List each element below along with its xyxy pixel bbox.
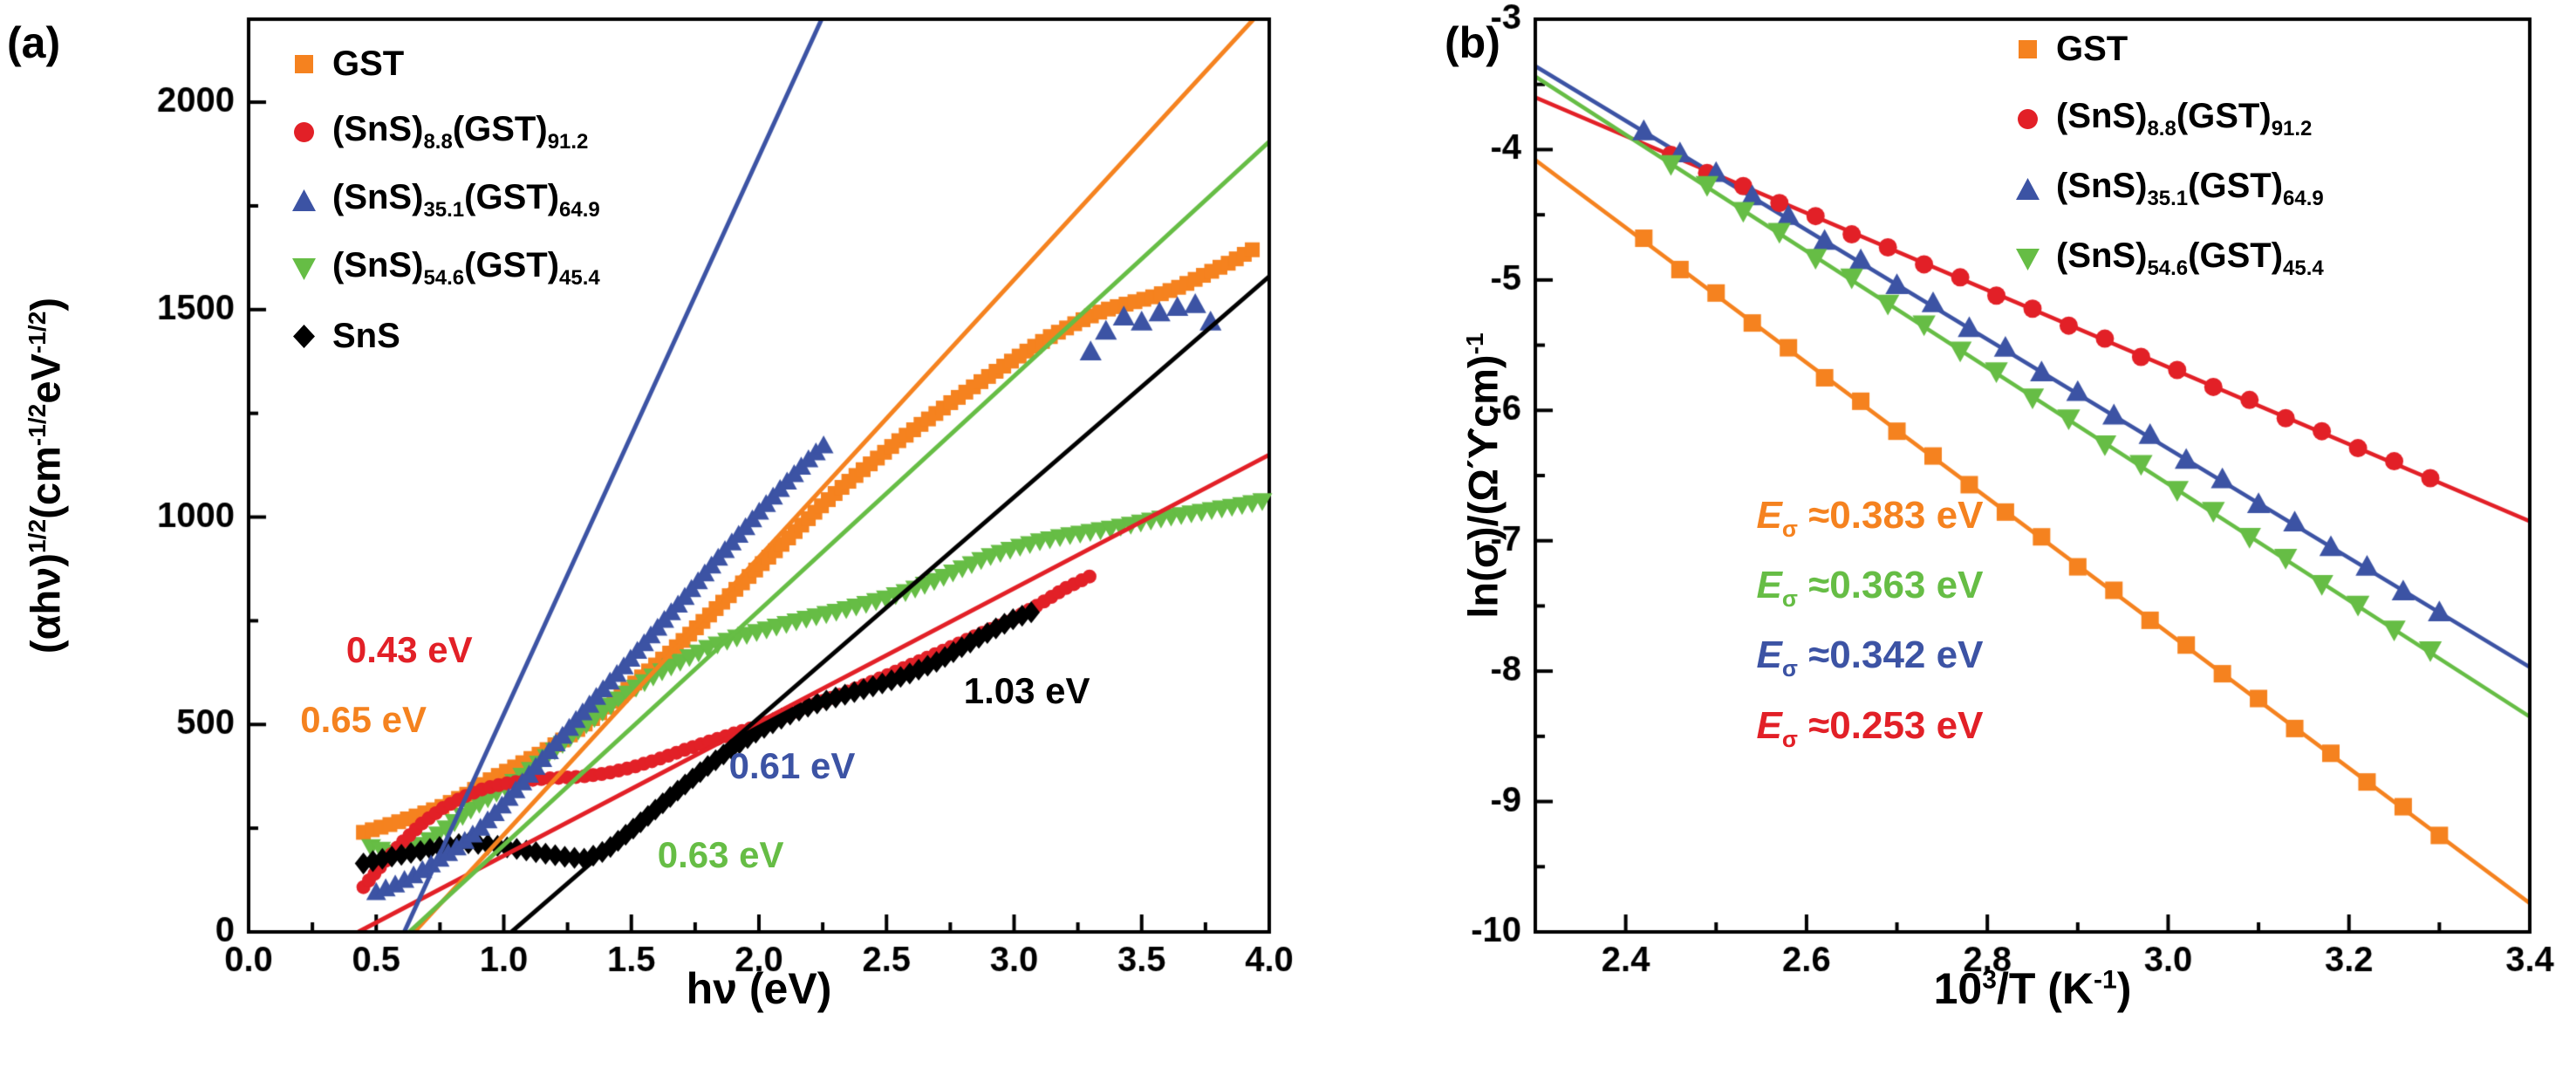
bandgap-0.43eV: 0.43 eV — [345, 628, 473, 670]
triangle-down-legend-marker-icon — [2016, 248, 2040, 270]
activation-energy-0.383eV: Eσ ≈0.383 eV — [1756, 494, 1984, 543]
activation-energy-0.363eV: Eσ ≈0.363 eV — [1756, 563, 1984, 612]
y-axis-title-b: ln(σ)/(Ωϓcm)-1 — [1459, 332, 1507, 619]
legend-item-label: (SnS)54.6(GST)45.4 — [2056, 236, 2324, 280]
square-legend-marker-icon — [2019, 39, 2037, 58]
bandgap-0.61eV: 0.61 eV — [728, 744, 856, 786]
legend-item-label: (SnS)54.6(GST)45.4 — [332, 245, 600, 290]
legend-item-label: (SnS)8.8(GST)91.2 — [2056, 96, 2313, 140]
legend-item: (SnS)8.8(GST)91.2 — [2013, 84, 2324, 154]
legend-item: (SnS)54.6(GST)45.4 — [2013, 223, 2324, 293]
x-axis-title-b: 103/T (K-1) — [1933, 964, 2132, 1013]
bandgap-0.65eV: 0.65 eV — [300, 698, 427, 740]
circle-legend-marker-icon — [2018, 108, 2038, 129]
activation-energy-0.342eV: Eσ ≈0.342 eV — [1756, 633, 1984, 682]
bandgap-0.63eV: 0.63 eV — [657, 834, 784, 876]
legend-item: (SnS)35.1(GST)64.9 — [2013, 154, 2324, 223]
bandgap-1.03eV: 1.03 eV — [963, 670, 1090, 712]
legend-item: (SnS)54.6(GST)45.4 — [290, 234, 600, 302]
legend-item-label: SnS — [332, 316, 400, 355]
legend-item-label: (SnS)35.1(GST)64.9 — [2056, 166, 2324, 210]
panel-a-label: (a) — [7, 18, 61, 67]
activation-energy-0.253eV: Eσ ≈0.253 eV — [1756, 703, 1984, 752]
legend-item-label: GST — [332, 44, 405, 83]
legend-item: GST — [290, 30, 600, 98]
legend-item: (SnS)8.8(GST)91.2 — [290, 98, 600, 166]
legend-item: SnS — [290, 302, 600, 370]
legend-b: GST (SnS)8.8(GST)91.2 (SnS)35.1(GST)64.9 (S… — [2013, 14, 2324, 293]
legend-item: GST — [2013, 14, 2324, 84]
square-legend-marker-icon — [295, 54, 313, 73]
legend-a: GST (SnS)8.8(GST)91.2 (SnS)35.1(GST)64.9 (S… — [290, 30, 600, 370]
panel-b-label: (b) — [1445, 18, 1500, 67]
diamond-legend-marker-icon — [293, 324, 315, 348]
x-axis-title-a: hν (eV) — [686, 964, 832, 1013]
y-axis-title-a: (αhν)1/2(cm-1/2eV-1/2) — [22, 297, 69, 654]
triangle-down-legend-marker-icon — [292, 257, 316, 280]
triangle-up-legend-marker-icon — [2016, 177, 2040, 200]
panel-a-canvas — [0, 0, 1361, 1082]
triangle-up-legend-marker-icon — [292, 188, 316, 211]
panel-b-canvas — [1361, 0, 2576, 1082]
legend-item-label: (SnS)35.1(GST)64.9 — [332, 177, 600, 222]
panel-b: (b) GST (SnS)8.8(GST)91.2 (SnS)35.1(GST)64… — [1361, 0, 2576, 1082]
circle-legend-marker-icon — [294, 121, 314, 142]
legend-item-label: (SnS)8.8(GST)91.2 — [332, 109, 589, 154]
legend-item-label: GST — [2056, 29, 2128, 68]
legend-item: (SnS)35.1(GST)64.9 — [290, 166, 600, 234]
panel-a: (a) GST (SnS)8.8(GST)91.2 (SnS)35.1(GST)64… — [0, 0, 1361, 1082]
